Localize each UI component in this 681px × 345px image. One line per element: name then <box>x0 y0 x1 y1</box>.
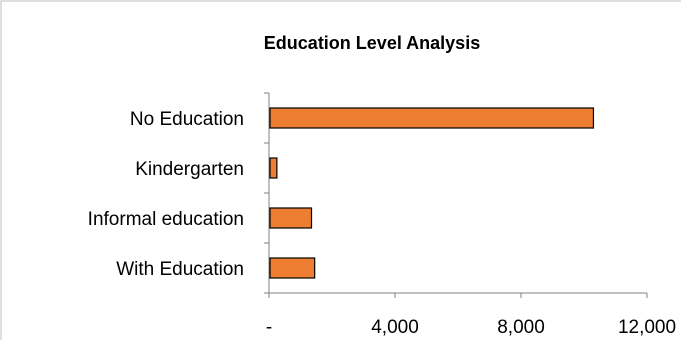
plot-area: - 4,000 8,000 12,000 No Education Kindergarte… <box>88 92 676 338</box>
x-tick-label: 12,000 <box>618 317 676 338</box>
bar <box>269 257 316 279</box>
bar <box>269 157 278 179</box>
x-tick-label: - <box>266 317 272 338</box>
category-label: No Education <box>130 109 244 130</box>
chart-title: Education Level Analysis <box>264 33 480 53</box>
x-tick-label: 8,000 <box>497 317 545 338</box>
category-label: Informal education <box>88 209 244 230</box>
category-label: Kindergarten <box>135 159 244 180</box>
bar <box>269 207 313 229</box>
bar <box>269 107 595 129</box>
category-label: With Education <box>116 259 244 280</box>
x-tick-label: 4,000 <box>371 317 419 338</box>
